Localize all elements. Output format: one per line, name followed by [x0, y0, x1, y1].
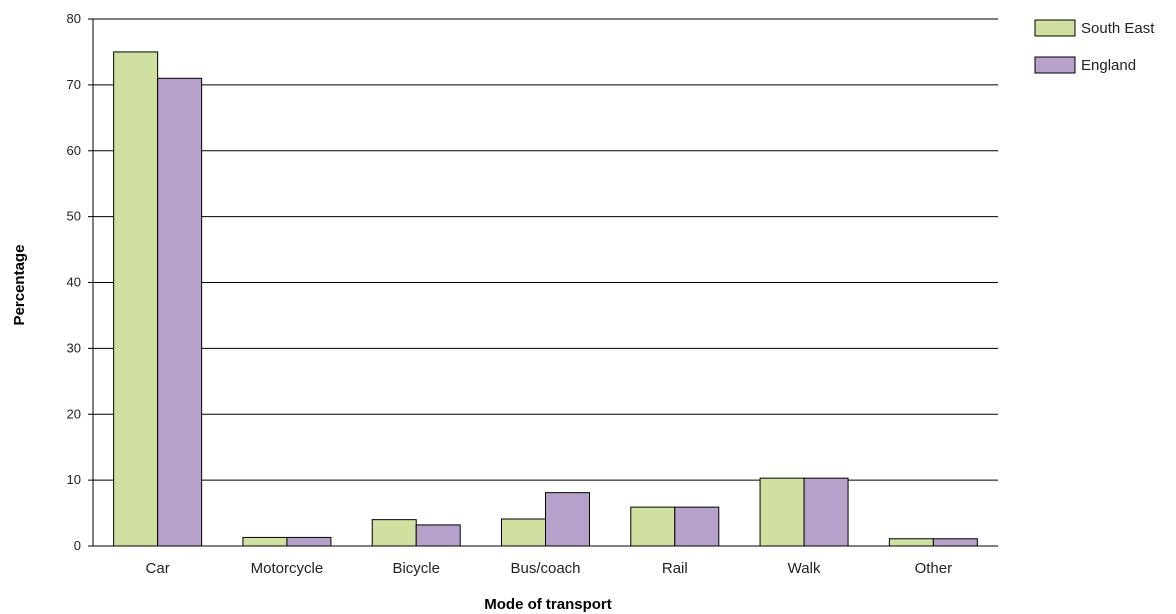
- bar-england-car: [157, 77, 203, 547]
- y-axis-title: Percentage: [11, 245, 28, 326]
- bar-england-bicycle: [415, 524, 461, 547]
- x-tick-label: Bicycle: [392, 560, 440, 577]
- legend: South East England: [1034, 19, 1155, 74]
- legend-label: South East: [1081, 20, 1155, 37]
- bar-england-other: [932, 538, 978, 547]
- bar-south-east-car: [113, 51, 159, 547]
- x-tick-labels: Car Motorcycle Bicycle Bus/coach Rail Walk Oth…: [146, 560, 953, 577]
- y-tick-label: 30: [67, 340, 81, 355]
- y-tick-label: 60: [67, 143, 81, 158]
- bar-south-east-bicycle: [371, 519, 417, 547]
- x-tick-label: Bus/coach: [510, 560, 580, 577]
- x-tick-label: Other: [915, 560, 953, 577]
- bar-england-rail: [674, 506, 720, 547]
- bar-south-east-motorcycle: [242, 536, 288, 547]
- bar-england-walk: [803, 477, 849, 547]
- x-axis-title: Mode of transport: [484, 596, 612, 613]
- bar-south-east-walk: [759, 477, 805, 547]
- bar-south-east-rail: [630, 506, 676, 547]
- y-tick-label: 10: [67, 472, 81, 487]
- y-tick-label: 70: [67, 77, 81, 92]
- bar-south-east-other: [888, 538, 934, 547]
- y-tick-labels: 0 10 20 30 40 50 60 70 80: [67, 11, 93, 553]
- x-tick-label: Walk: [788, 560, 821, 577]
- x-tick-label: Rail: [662, 560, 688, 577]
- x-tick-label: Car: [146, 560, 170, 577]
- bar-england-bus-coach: [545, 492, 590, 547]
- bar-england-motorcycle: [286, 536, 332, 547]
- y-tick-label: 0: [74, 538, 81, 553]
- bar-south-east-bus-coach: [501, 518, 546, 547]
- x-tick-label: Motorcycle: [251, 560, 324, 577]
- y-tick-label: 40: [67, 275, 81, 290]
- y-tick-label: 80: [67, 11, 81, 26]
- bars: [113, 51, 978, 547]
- y-tick-label: 50: [67, 209, 81, 224]
- legend-label: England: [1081, 57, 1136, 74]
- legend-swatch: [1034, 19, 1076, 37]
- y-tick-label: 20: [67, 406, 81, 421]
- gridlines: [93, 18, 998, 481]
- legend-swatch: [1034, 56, 1076, 74]
